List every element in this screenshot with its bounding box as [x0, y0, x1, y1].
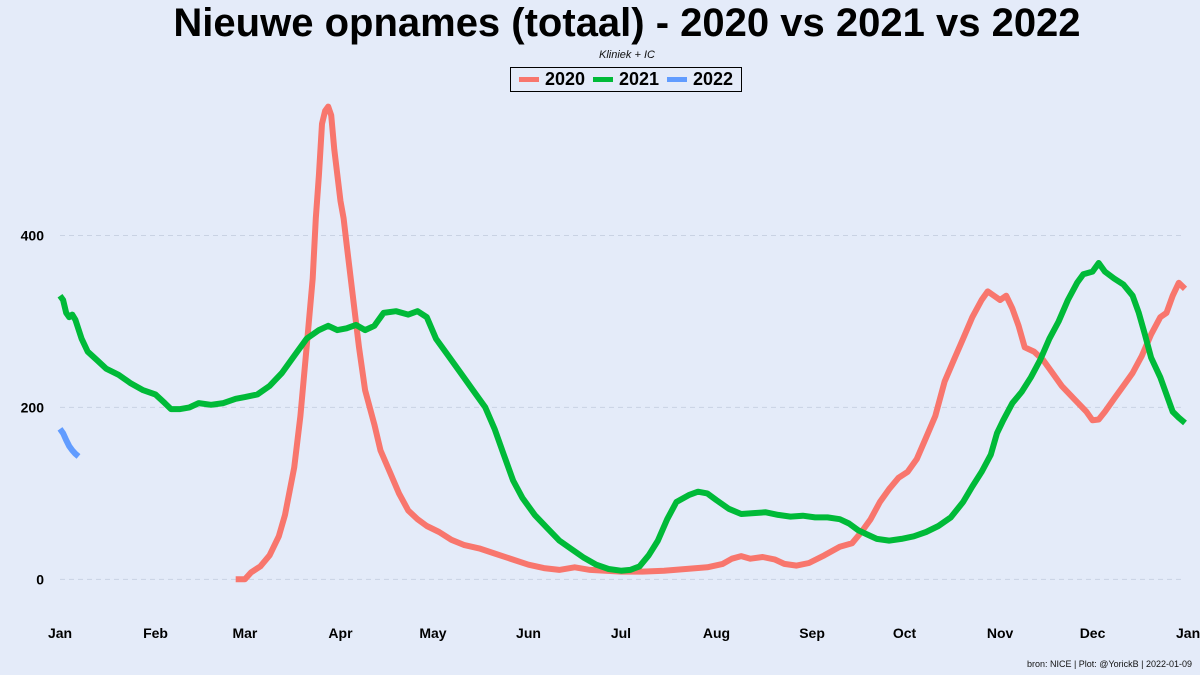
x-tick-label-feb: Feb: [143, 625, 168, 641]
x-tick-label-dec: Dec: [1080, 625, 1106, 641]
x-tick-label-jul: Jul: [611, 625, 631, 641]
x-tick-label-jan: Jan: [1176, 625, 1200, 641]
legend-label-2021: 2021: [618, 69, 660, 89]
x-tick-label-apr: Apr: [328, 625, 353, 641]
source-caption: bron: NICE | Plot: @YorickB | 2022-01-09: [1026, 659, 1192, 669]
gridlines: [60, 235, 1185, 580]
legend-item-2022: 2022: [666, 69, 734, 90]
chart-title: Nieuwe opnames (totaal) - 2020 vs 2021 v…: [173, 1, 1081, 45]
x-tick-label-nov: Nov: [987, 625, 1014, 641]
legend-item-2021: 2021: [592, 69, 660, 90]
legend: 2020 2021 2022: [510, 67, 742, 92]
series-line-2020: [235, 103, 1188, 583]
y-axis-ticks: 0 200 400: [21, 228, 45, 588]
legend-label-2022: 2022: [692, 69, 734, 89]
y-tick-label: 200: [21, 399, 45, 415]
series-line-2022: [57, 427, 81, 459]
x-tick-label-aug: Aug: [703, 625, 730, 641]
x-tick-label-sep: Sep: [799, 625, 825, 641]
legend-key-2022: [666, 77, 687, 82]
series-lines: [57, 103, 1188, 583]
legend-key-2020: [518, 77, 539, 82]
y-tick-label: 400: [21, 228, 45, 244]
x-tick-label-may: May: [419, 625, 446, 641]
x-tick-label-mar: Mar: [232, 625, 257, 641]
series-line-2021: [57, 260, 1187, 574]
x-axis-ticks: Jan Feb Mar Apr May Jun Jul Aug Sep Oct Nov Dec Jan: [48, 625, 1200, 641]
x-tick-label-jan: Jan: [48, 625, 72, 641]
y-tick-label: 0: [36, 571, 44, 587]
x-tick-label-oct: Oct: [893, 625, 917, 641]
legend-item-2020: 2020: [518, 69, 586, 90]
x-tick-label-jun: Jun: [516, 625, 541, 641]
legend-key-2021: [592, 77, 613, 82]
chart-subtitle: Kliniek + IC: [599, 49, 655, 61]
legend-label-2020: 2020: [544, 69, 586, 89]
